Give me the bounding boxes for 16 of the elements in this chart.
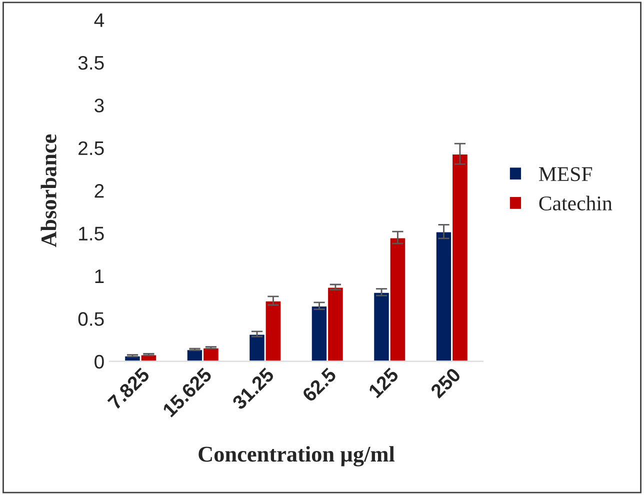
y-tick-label: 2 [94, 184, 104, 198]
y-axis-title: Absorbance [40, 134, 56, 248]
legend-label: MESF [538, 167, 592, 182]
legend-label: Catechin [539, 196, 612, 210]
x-tick-label: 62.5 [301, 366, 338, 403]
x-tick-label: 125 [368, 366, 400, 398]
x-tick-label: 250 [430, 367, 462, 399]
y-tick-label: 4 [94, 13, 104, 27]
x-axis-title: Concentration µg/ml [198, 446, 395, 466]
y-tick-label: 3 [94, 98, 104, 112]
y-tick-label: 2.5 [78, 141, 104, 156]
y-tick-label: 1 [95, 270, 104, 284]
y-tick-label: 3.5 [78, 56, 104, 70]
y-tick-label: 1.5 [79, 226, 104, 241]
y-tick-label: 0 [94, 354, 104, 369]
y-tick-label: 0.5 [78, 312, 104, 326]
